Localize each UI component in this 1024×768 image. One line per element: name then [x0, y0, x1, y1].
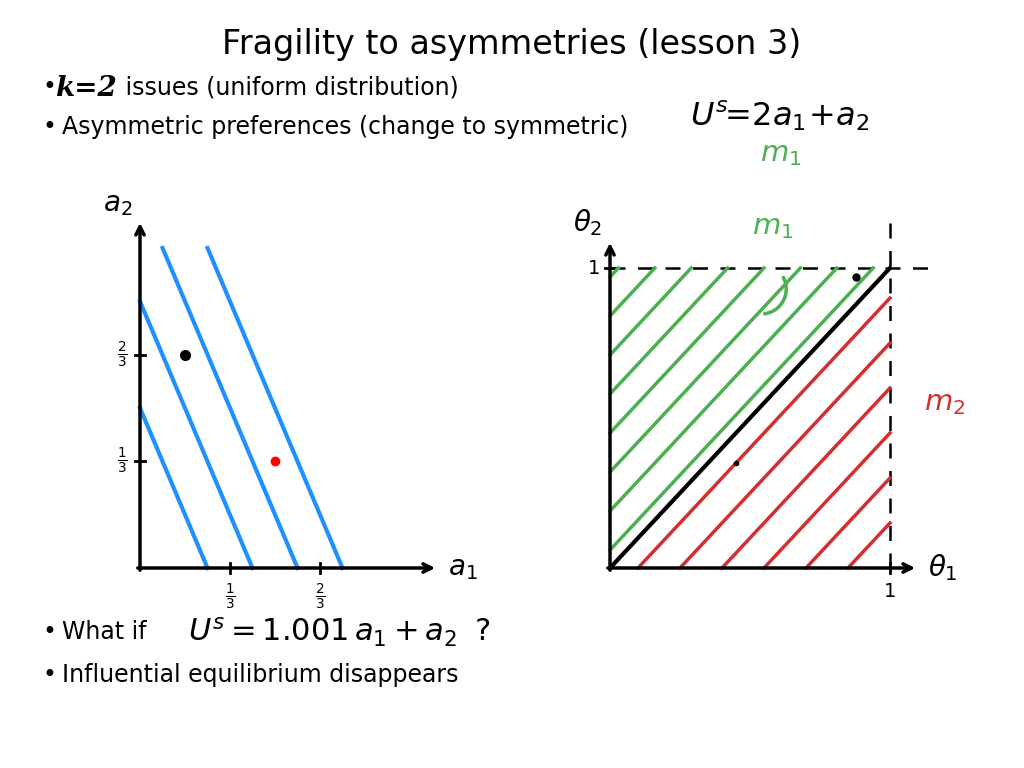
Text: $\theta_2$: $\theta_2$	[572, 207, 602, 238]
Text: $\frac{1}{3}$: $\frac{1}{3}$	[118, 446, 128, 476]
Text: 1: 1	[884, 582, 896, 601]
Text: $a_1$: $a_1$	[449, 554, 477, 582]
Text: issues (uniform distribution): issues (uniform distribution)	[118, 75, 459, 99]
Text: •: •	[42, 663, 56, 687]
Text: Asymmetric preferences (change to symmetric): Asymmetric preferences (change to symmet…	[62, 115, 629, 139]
Text: $a_2$: $a_2$	[102, 190, 132, 218]
Text: Influential equilibrium disappears: Influential equilibrium disappears	[62, 663, 459, 687]
Text: •: •	[42, 75, 56, 99]
Text: •: •	[42, 115, 56, 139]
Text: $m_2$: $m_2$	[924, 389, 965, 417]
Text: $m_1$: $m_1$	[760, 140, 802, 168]
Text: $\theta_1$: $\theta_1$	[928, 553, 957, 584]
Text: $\frac{2}{3}$: $\frac{2}{3}$	[118, 339, 128, 369]
Text: $U^s = 1.001\,a_1 + a_2\;\;?$: $U^s = 1.001\,a_1 + a_2\;\;?$	[188, 616, 490, 649]
Text: •: •	[42, 620, 56, 644]
Text: $\frac{2}{3}$: $\frac{2}{3}$	[314, 582, 326, 612]
Text: What if: What if	[62, 620, 146, 644]
Text: $\frac{1}{3}$: $\frac{1}{3}$	[224, 582, 236, 612]
Text: k=2: k=2	[55, 75, 117, 102]
Text: Fragility to asymmetries (lesson 3): Fragility to asymmetries (lesson 3)	[222, 28, 802, 61]
Text: $m_1$: $m_1$	[752, 213, 793, 241]
Text: 1: 1	[588, 259, 600, 277]
Text: $U^s\!\!=\!2a_1\!+\!a_2$: $U^s\!\!=\!2a_1\!+\!a_2$	[690, 98, 869, 133]
